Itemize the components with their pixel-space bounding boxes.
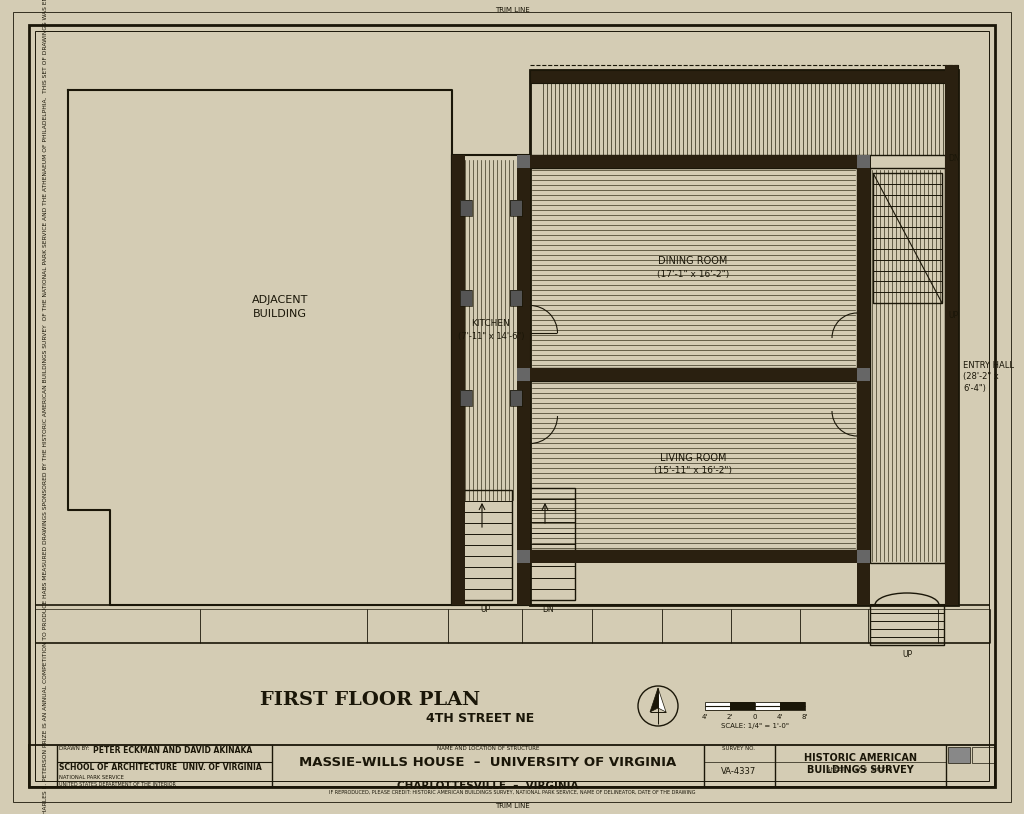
Bar [460, 390, 472, 406]
Text: NATIONAL PARK SERVICE: NATIONAL PARK SERVICE [59, 775, 124, 780]
Bar [517, 155, 530, 605]
Bar [870, 168, 945, 563]
Bar [517, 550, 870, 563]
Text: 4': 4' [777, 714, 783, 720]
Text: DN: DN [948, 154, 959, 163]
Text: LIVING ROOM: LIVING ROOM [659, 453, 726, 463]
Bar [510, 290, 522, 306]
Text: MASSIE–WILLS HOUSE  –  UNIVERSITY OF VIRGINIA: MASSIE–WILLS HOUSE – UNIVERSITY OF VIRGI… [299, 756, 677, 769]
Text: FIRST FLOOR PLAN: FIRST FLOOR PLAN [260, 691, 480, 709]
Bar [517, 368, 530, 381]
Bar [780, 702, 805, 710]
Bar [460, 290, 472, 306]
Bar [780, 702, 805, 710]
Text: 0: 0 [753, 714, 758, 720]
Bar [510, 390, 522, 406]
Text: (17'-1" x 16'-2"): (17'-1" x 16'-2") [656, 269, 729, 278]
Text: THE CHARLES E. PETERSON PRIZE IS AN ANNUAL COMPETITION TO PRODUCE HABS MEASURED : THE CHARLES E. PETERSON PRIZE IS AN ANNU… [43, 0, 48, 814]
Text: (7'-11" x 14'-6"): (7'-11" x 14'-6") [458, 331, 524, 340]
Text: DINING ROOM: DINING ROOM [658, 256, 728, 266]
Text: 4': 4' [701, 714, 709, 720]
Text: BUILDINGS SURVEY: BUILDINGS SURVEY [807, 765, 913, 775]
Bar [530, 70, 958, 83]
Text: ADJACENT: ADJACENT [252, 295, 308, 305]
Text: BUILDING: BUILDING [253, 309, 307, 319]
Bar [510, 200, 522, 216]
Bar [510, 200, 522, 216]
Text: HISTORIC AMERICAN: HISTORIC AMERICAN [804, 753, 916, 763]
Bar [530, 168, 857, 368]
Bar [530, 368, 870, 381]
Bar [530, 70, 958, 83]
Text: UP: UP [480, 605, 490, 614]
Text: (28'-2" x: (28'-2" x [963, 373, 998, 382]
Bar [460, 390, 472, 406]
Bar [870, 605, 944, 645]
Text: SHEET  1  of  5  SHEETS: SHEET 1 of 5 SHEETS [827, 767, 893, 772]
Text: (15'-11" x 16'-2"): (15'-11" x 16'-2") [654, 466, 732, 475]
Bar [517, 550, 530, 563]
Text: KITCHEN: KITCHEN [472, 320, 510, 329]
Bar [530, 368, 870, 381]
Text: TRIM LINE: TRIM LINE [495, 803, 529, 809]
Bar [530, 381, 857, 550]
Text: SCHOOL OF ARCHITECTURE  UNIV. OF VIRGINIA: SCHOOL OF ARCHITECTURE UNIV. OF VIRGINIA [59, 763, 262, 772]
Bar [755, 702, 780, 710]
Bar [510, 290, 522, 306]
Bar [457, 490, 512, 600]
Text: 2': 2' [727, 714, 733, 720]
Text: PETER ECKMAN AND DAVID AKINAKA: PETER ECKMAN AND DAVID AKINAKA [93, 746, 252, 755]
Bar [705, 702, 730, 710]
Text: UNITED STATES DEPARTMENT OF THE INTERIOR: UNITED STATES DEPARTMENT OF THE INTERIOR [59, 782, 176, 787]
Text: DN: DN [542, 605, 554, 614]
Bar [857, 155, 870, 168]
Bar [857, 368, 870, 381]
Text: ENTRY HALL: ENTRY HALL [963, 361, 1014, 370]
Bar [530, 155, 870, 168]
Bar [452, 155, 465, 605]
Bar [530, 155, 870, 168]
Text: NAME AND LOCATION OF STRUCTURE: NAME AND LOCATION OF STRUCTURE [437, 746, 540, 751]
Polygon shape [650, 688, 658, 712]
Text: UP: UP [902, 650, 912, 659]
Text: SURVEY NO.: SURVEY NO. [723, 746, 756, 751]
Text: 8': 8' [802, 714, 808, 720]
Bar [873, 173, 942, 303]
Bar [972, 747, 994, 763]
Bar [945, 65, 958, 605]
Text: VA-4337: VA-4337 [721, 767, 757, 776]
Bar [460, 290, 472, 306]
Bar [730, 702, 755, 710]
Text: IF REPRODUCED, PLEASE CREDIT: HISTORIC AMERICAN BUILDINGS SURVEY, NATIONAL PARK : IF REPRODUCED, PLEASE CREDIT: HISTORIC A… [329, 790, 695, 795]
Bar [510, 390, 522, 406]
Text: SCALE: 1/4" = 1'-0": SCALE: 1/4" = 1'-0" [721, 723, 790, 729]
Bar [452, 155, 530, 605]
Text: TRIM LINE: TRIM LINE [495, 7, 529, 13]
Text: 4TH STREET NE: 4TH STREET NE [426, 711, 535, 724]
Bar [705, 702, 730, 710]
Bar [460, 200, 472, 216]
Bar [517, 155, 530, 168]
Bar [520, 488, 575, 600]
Bar [460, 200, 472, 216]
Bar [530, 70, 958, 605]
Bar [857, 550, 870, 563]
Bar [29, 745, 995, 787]
Text: 6'-4"): 6'-4") [963, 384, 986, 393]
Text: UP: UP [948, 311, 958, 320]
Bar [945, 65, 958, 605]
Bar [530, 70, 958, 155]
Bar [857, 168, 870, 605]
Bar [948, 747, 970, 763]
Bar [730, 702, 755, 710]
Text: DRAWN BY:: DRAWN BY: [59, 746, 89, 751]
Bar [755, 702, 780, 710]
Text: CHARLOTTESVILLE  –  VIRGINIA: CHARLOTTESVILLE – VIRGINIA [397, 781, 579, 791]
Polygon shape [658, 688, 666, 712]
